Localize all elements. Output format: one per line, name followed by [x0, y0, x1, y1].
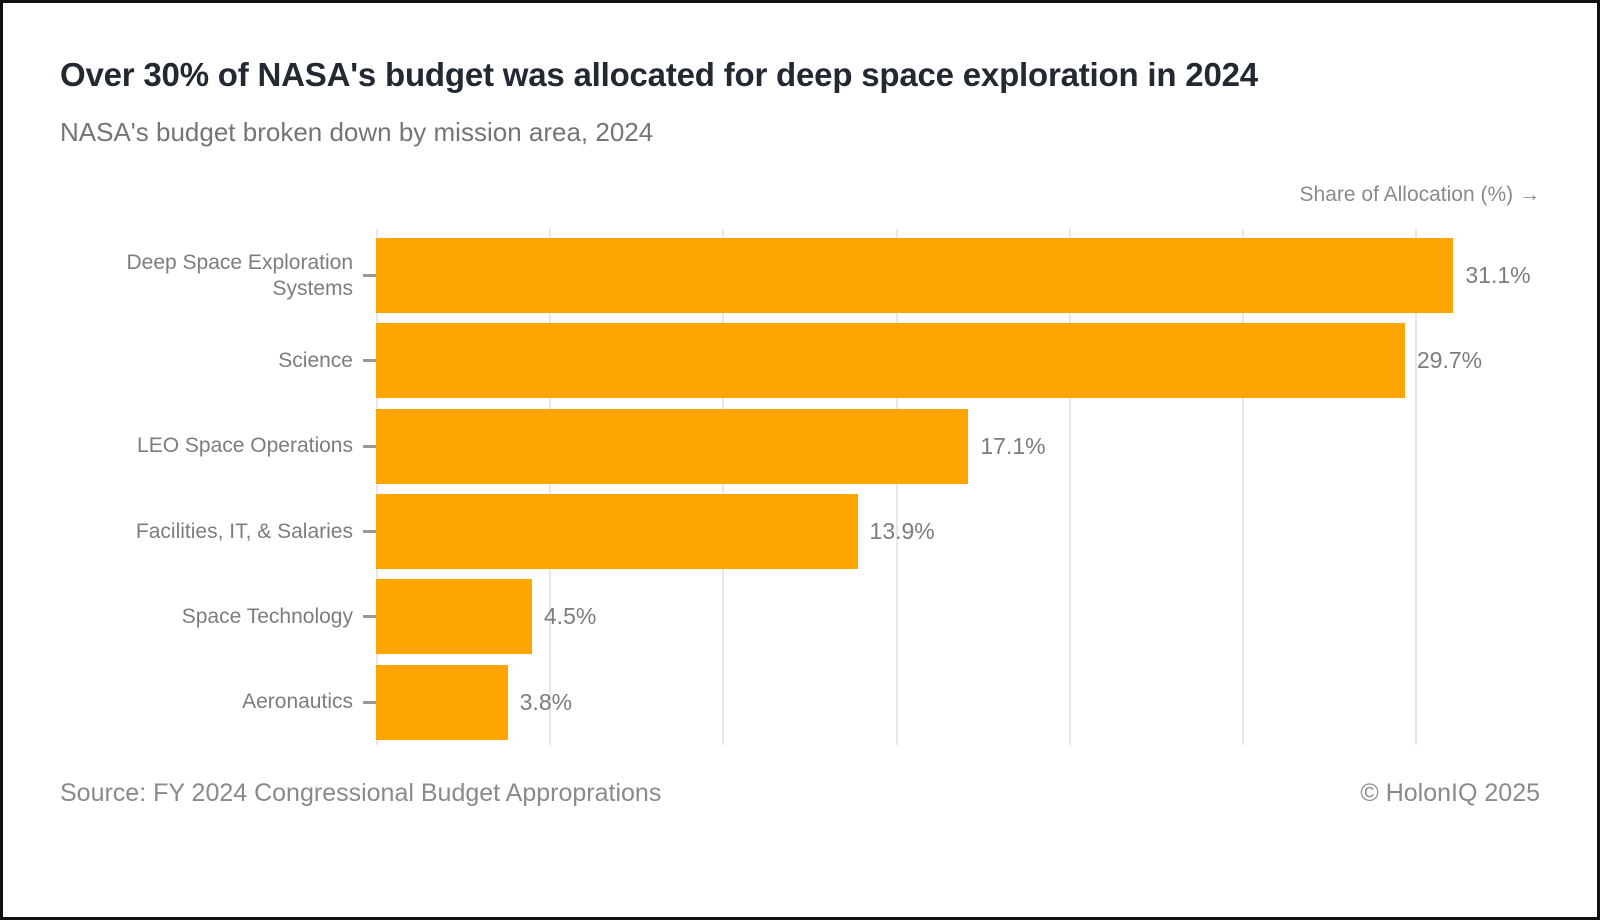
- bar-value-label: 17.1%: [980, 432, 1046, 459]
- axis-tick: [363, 700, 376, 704]
- category-row: Aeronautics: [60, 660, 376, 745]
- bars-container: 31.1% 29.7% 17.1% 13.9% 4.5% 3.8%: [376, 233, 1540, 745]
- axis-tick: [363, 444, 376, 448]
- bar-row: 31.1%: [376, 233, 1540, 318]
- bar: [376, 664, 508, 740]
- bar: [376, 494, 858, 570]
- bar-value-label: 4.5%: [543, 603, 597, 630]
- bar-row: 17.1%: [376, 404, 1540, 489]
- bar-value-label: 31.1%: [1465, 262, 1531, 289]
- bar-value-label: 13.9%: [869, 518, 935, 545]
- category-axis: Deep Space Exploration Systems Science LEO…: [60, 233, 376, 745]
- gridline: [1415, 228, 1418, 745]
- category-label: Aeronautics: [242, 690, 353, 714]
- axis-tick: [363, 359, 376, 363]
- gridline: [376, 228, 378, 745]
- gridline: [1242, 228, 1245, 745]
- bar: [376, 238, 1454, 314]
- plot-area: 31.1% 29.7% 17.1% 13.9% 4.5% 3.8%: [376, 228, 1540, 745]
- category-row: Space Technology: [60, 574, 376, 659]
- gridline: [549, 228, 552, 745]
- bar: [376, 408, 969, 484]
- chart-footer: Source: FY 2024 Congressional Budget App…: [60, 779, 1540, 808]
- bar: [376, 323, 1405, 399]
- bar-row: 4.5%: [376, 574, 1540, 659]
- gridline: [1068, 228, 1071, 745]
- x-axis-title: Share of Allocation (%) →: [1299, 182, 1540, 206]
- bar-value-label: 29.7%: [1416, 347, 1483, 374]
- bar: [376, 579, 532, 655]
- chart-title: Over 30% of NASA's budget was allocated …: [60, 56, 1258, 93]
- bar-row: 29.7%: [376, 318, 1540, 403]
- category-row: Deep Space Exploration Systems: [60, 233, 376, 318]
- category-label: LEO Space Operations: [137, 434, 353, 458]
- axis-tick: [363, 274, 376, 278]
- chart-subtitle: NASA's budget broken down by mission are…: [60, 116, 654, 147]
- axis-tick: [363, 530, 376, 534]
- category-label: Facilities, IT, & Salaries: [135, 519, 353, 543]
- bar-row: 3.8%: [376, 660, 1540, 745]
- axis-tick: [363, 615, 376, 619]
- gridline: [722, 228, 725, 745]
- bar-row: 13.9%: [376, 489, 1540, 574]
- bar-chart: Deep Space Exploration Systems Science LEO…: [60, 228, 1540, 745]
- copyright-note: © HolonIQ 2025: [1360, 778, 1540, 807]
- bar-value-label: 3.8%: [519, 688, 573, 715]
- category-label: Science: [278, 349, 353, 373]
- source-note: Source: FY 2024 Congressional Budget App…: [60, 778, 662, 807]
- gridline: [895, 228, 898, 745]
- category-label: Deep Space Exploration Systems: [126, 251, 353, 300]
- category-row: Facilities, IT, & Salaries: [60, 489, 376, 574]
- category-row: Science: [60, 318, 376, 403]
- category-row: LEO Space Operations: [60, 404, 376, 489]
- category-label: Space Technology: [181, 605, 353, 629]
